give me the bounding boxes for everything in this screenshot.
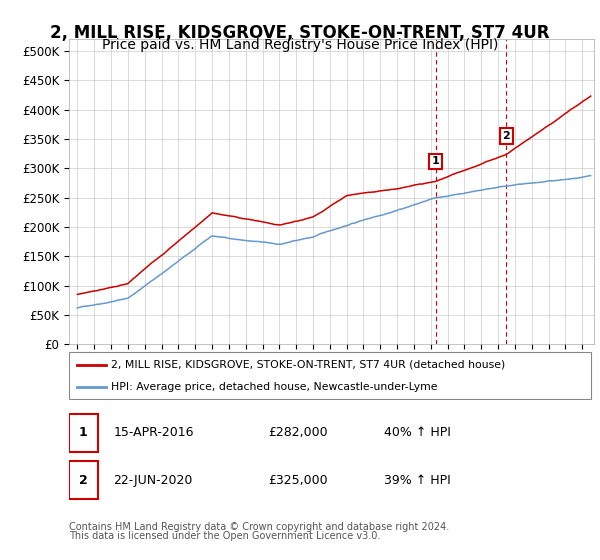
FancyBboxPatch shape [69, 413, 98, 451]
FancyBboxPatch shape [69, 352, 592, 399]
Text: 39% ↑ HPI: 39% ↑ HPI [384, 474, 451, 487]
Text: Price paid vs. HM Land Registry's House Price Index (HPI): Price paid vs. HM Land Registry's House … [102, 38, 498, 52]
Text: This data is licensed under the Open Government Licence v3.0.: This data is licensed under the Open Gov… [69, 531, 380, 541]
Text: 2, MILL RISE, KIDSGROVE, STOKE-ON-TRENT, ST7 4UR: 2, MILL RISE, KIDSGROVE, STOKE-ON-TRENT,… [50, 24, 550, 41]
FancyBboxPatch shape [69, 461, 98, 500]
Text: 2: 2 [79, 474, 88, 487]
Text: HPI: Average price, detached house, Newcastle-under-Lyme: HPI: Average price, detached house, Newc… [111, 381, 437, 391]
Text: 1: 1 [79, 426, 88, 439]
Text: 22-JUN-2020: 22-JUN-2020 [113, 474, 193, 487]
Text: £282,000: £282,000 [269, 426, 328, 439]
Text: 15-APR-2016: 15-APR-2016 [113, 426, 194, 439]
Text: 1: 1 [432, 156, 440, 166]
Text: Contains HM Land Registry data © Crown copyright and database right 2024.: Contains HM Land Registry data © Crown c… [69, 522, 449, 532]
Text: 2: 2 [502, 131, 510, 141]
Text: £325,000: £325,000 [269, 474, 328, 487]
Text: 2, MILL RISE, KIDSGROVE, STOKE-ON-TRENT, ST7 4UR (detached house): 2, MILL RISE, KIDSGROVE, STOKE-ON-TRENT,… [111, 360, 505, 370]
Text: 40% ↑ HPI: 40% ↑ HPI [384, 426, 451, 439]
